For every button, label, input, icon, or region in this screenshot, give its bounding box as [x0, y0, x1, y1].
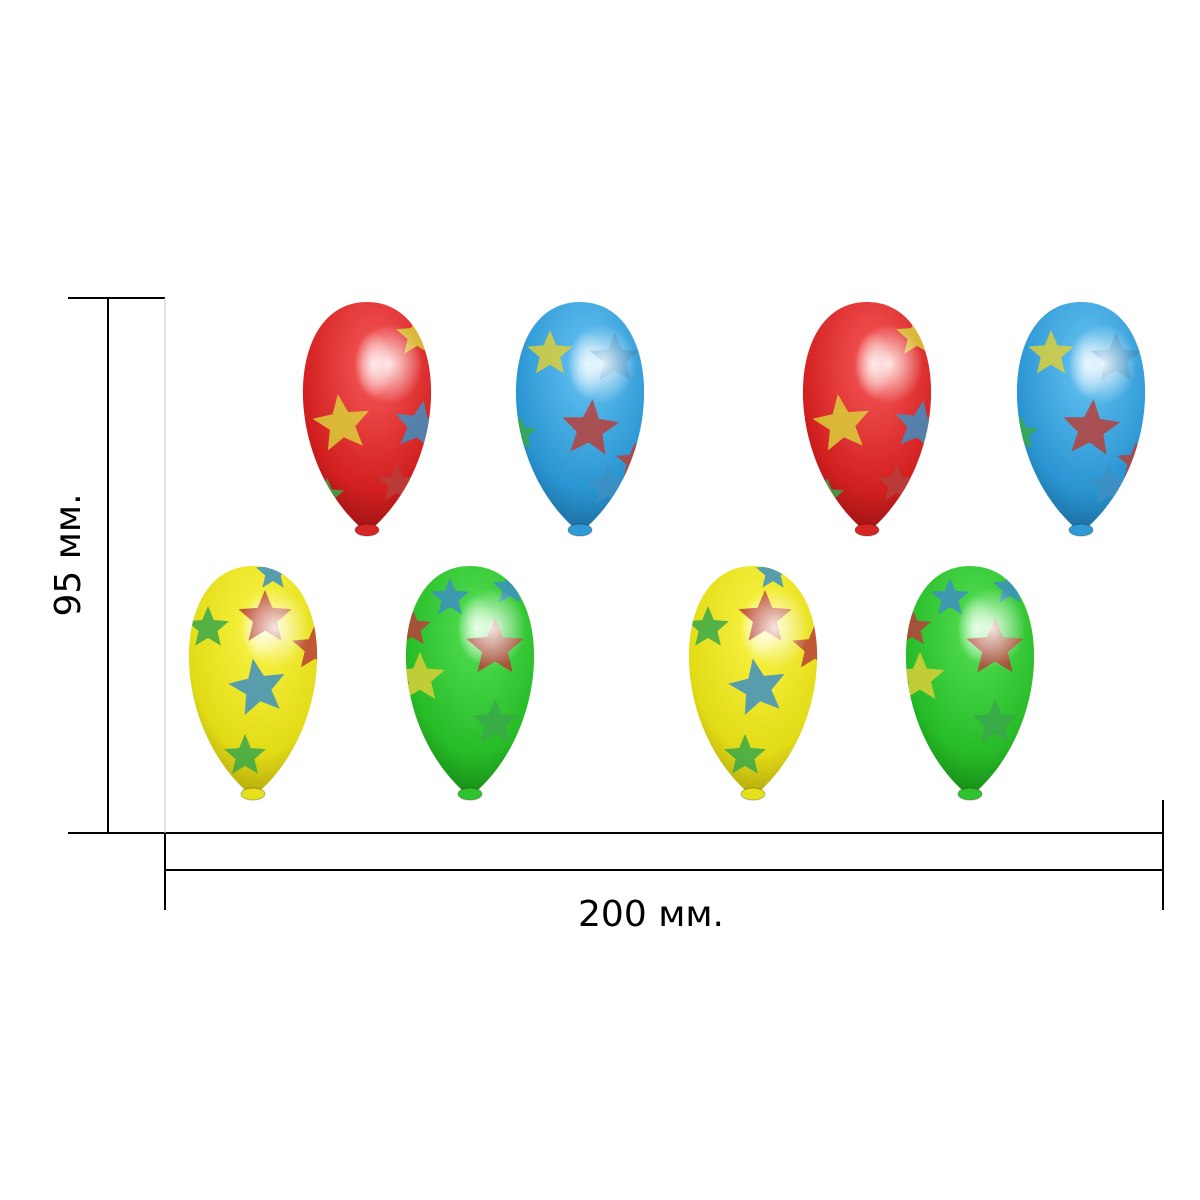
balloon-knot: [354, 523, 380, 537]
width-label: 200 мм.: [578, 894, 724, 935]
star-icon: [431, 578, 469, 615]
star-icon: [1028, 330, 1074, 374]
balloon-highlight: [458, 588, 526, 668]
star-icon: [312, 394, 369, 451]
star-icon: [224, 734, 266, 774]
balloon-knot: [240, 787, 266, 801]
balloon-knot: [740, 787, 766, 801]
star-icon: [562, 399, 620, 455]
balloon-highlight: [741, 588, 809, 668]
balloon-highlight: [1069, 324, 1137, 404]
star-icon: [472, 699, 518, 743]
star-icon: [188, 606, 229, 646]
star-icon: [405, 608, 431, 645]
star-icon: [905, 608, 931, 645]
star-icon: [527, 330, 573, 374]
balloon-knot: [567, 523, 593, 537]
star-icon: [812, 394, 869, 451]
balloon-highlight: [958, 588, 1026, 668]
star-pattern: [188, 566, 318, 774]
balloon-yellow-1: [188, 566, 318, 801]
balloon-blue-1: [515, 302, 645, 537]
balloon-knot: [854, 523, 880, 537]
dimension-lines: [68, 297, 1164, 910]
star-icon: [228, 658, 285, 715]
star-icon: [396, 400, 432, 450]
star-icon: [931, 578, 969, 615]
balloon-knot: [457, 787, 483, 801]
balloon-group: [188, 302, 1146, 801]
balloon-highlight: [855, 324, 923, 404]
star-icon: [792, 624, 818, 668]
height-label: 95 мм.: [48, 493, 89, 616]
star-icon: [255, 566, 291, 588]
balloon-green-1: [405, 566, 535, 801]
balloon-knot: [957, 787, 983, 801]
balloon-green-2: [905, 566, 1035, 801]
star-icon: [688, 606, 729, 646]
balloon-red-1: [302, 302, 432, 537]
balloon-highlight: [568, 324, 636, 404]
balloon-red-2: [802, 302, 932, 537]
balloon-knot: [1068, 523, 1094, 537]
star-icon: [896, 400, 932, 450]
balloon-highlight: [355, 324, 423, 404]
star-icon: [1063, 399, 1121, 455]
balloon-yellow-2: [688, 566, 818, 801]
star-icon: [292, 624, 318, 668]
balloon-highlight: [241, 588, 309, 668]
balloon-blue-2: [1016, 302, 1146, 537]
star-icon: [728, 658, 785, 715]
star-icon: [724, 734, 766, 774]
star-icon: [755, 566, 791, 588]
star-icon: [972, 699, 1018, 743]
